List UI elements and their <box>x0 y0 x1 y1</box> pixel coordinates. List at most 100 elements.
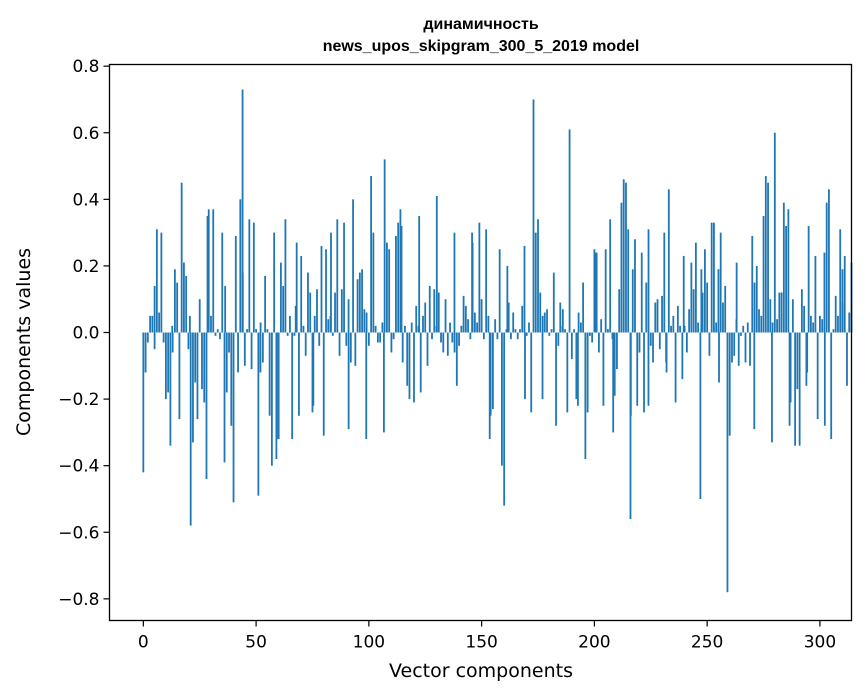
bar-239 <box>681 332 684 380</box>
bar-15 <box>176 282 179 333</box>
bar-273 <box>758 309 760 333</box>
bar-68 <box>295 242 298 333</box>
bar-28 <box>205 332 208 479</box>
bar-152 <box>485 229 488 333</box>
bar-188 <box>566 332 569 413</box>
bar-78 <box>318 332 321 346</box>
bar-102 <box>372 232 375 333</box>
bar-169 <box>523 245 526 333</box>
bar-295 <box>807 225 810 333</box>
bar-229 <box>658 332 661 350</box>
bar-81 <box>325 249 327 333</box>
bar-10 <box>164 332 167 400</box>
bar-268 <box>746 322 749 333</box>
bar-266 <box>742 325 745 333</box>
bar-309 <box>839 229 842 333</box>
bar-22 <box>192 332 194 443</box>
bar-101 <box>370 176 373 333</box>
bar-3 <box>149 315 151 333</box>
bar-177 <box>541 332 544 400</box>
bar-41 <box>234 235 237 333</box>
x-tick-label: 150 <box>465 633 497 653</box>
bar-201 <box>595 252 598 333</box>
bar-216 <box>629 332 632 519</box>
x-axis: 0 50 100 150 200 250 300 <box>138 620 836 653</box>
bar-181 <box>550 329 553 333</box>
bar-74 <box>309 292 312 333</box>
bar-253 <box>713 222 715 333</box>
bar-147 <box>473 312 476 333</box>
bar-186 <box>561 309 564 333</box>
bar-126 <box>426 332 429 366</box>
bar-174 <box>534 232 537 333</box>
bar-179 <box>546 309 548 333</box>
y-tick-label: 0.8 <box>72 57 99 77</box>
bar-222 <box>643 332 645 413</box>
bar-212 <box>620 202 623 333</box>
bar-82 <box>327 319 330 333</box>
bar-283 <box>780 292 783 333</box>
bar-244 <box>692 289 695 333</box>
bar-215 <box>627 229 630 333</box>
x-tick-label: 300 <box>804 633 836 653</box>
bar-285 <box>785 225 787 333</box>
bar-254 <box>715 322 718 333</box>
y-tick-label: −0.4 <box>58 457 99 477</box>
bar-136 <box>449 322 451 333</box>
bar-79 <box>320 245 323 333</box>
bar-176 <box>539 292 542 333</box>
y-tick-label: −0.6 <box>58 523 99 543</box>
bar-13 <box>171 332 174 353</box>
bar-133 <box>442 332 445 353</box>
bar-219 <box>636 332 639 406</box>
bar-1 <box>144 332 147 373</box>
bar-302 <box>823 252 826 333</box>
bar-113 <box>397 222 400 333</box>
x-tick-label: 250 <box>691 633 723 653</box>
bar-204 <box>602 332 605 406</box>
bar-148 <box>476 322 479 333</box>
bar-49 <box>252 222 255 333</box>
plot-frame <box>108 63 853 622</box>
bar-231 <box>663 232 666 333</box>
bar-183 <box>555 332 557 426</box>
bar-298 <box>814 255 817 333</box>
bar-280 <box>773 132 776 333</box>
bar-94 <box>354 332 357 366</box>
x-tick-label: 50 <box>245 633 267 653</box>
y-tick-label: 0.0 <box>72 324 99 344</box>
bar-237 <box>676 305 679 333</box>
bar-100 <box>367 332 370 346</box>
y-tick-label: 0.2 <box>72 257 99 277</box>
bar-96 <box>358 272 361 333</box>
bar-161 <box>505 329 508 333</box>
bar-29 <box>207 209 210 333</box>
bar-extra-9 <box>312 332 315 406</box>
bar-61 <box>280 262 282 333</box>
bar-89 <box>343 222 345 333</box>
bar-262 <box>733 332 736 356</box>
bar-extra-29 <box>665 332 667 363</box>
bar-118 <box>408 332 411 400</box>
bar-211 <box>618 289 621 333</box>
bar-202 <box>598 332 600 353</box>
bar-124 <box>422 315 424 333</box>
bar-138 <box>453 332 456 353</box>
bar-192 <box>575 332 578 400</box>
bar-193 <box>577 312 580 333</box>
bar-18 <box>183 262 185 333</box>
bar-55 <box>266 329 269 333</box>
bar-extra-21 <box>524 332 526 400</box>
bar-107 <box>383 159 386 333</box>
bar-106 <box>381 322 384 333</box>
bar-167 <box>519 329 521 333</box>
bar-16 <box>178 332 181 420</box>
bar-175 <box>537 219 539 333</box>
bar-265 <box>740 332 742 336</box>
bar-259 <box>726 332 729 593</box>
bar-142 <box>462 295 465 333</box>
bar-extra-0 <box>153 332 156 350</box>
bar-series <box>142 89 853 593</box>
bar-114 <box>399 209 402 333</box>
y-axis-label: Components values <box>13 248 35 436</box>
